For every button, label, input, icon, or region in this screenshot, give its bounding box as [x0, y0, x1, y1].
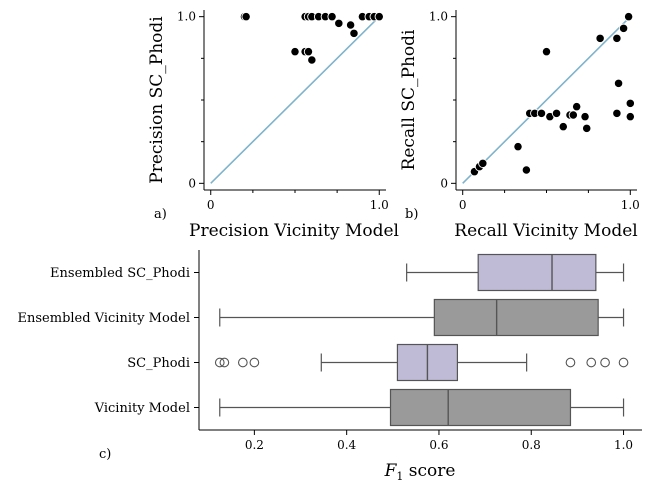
- c-category-label: Ensembled Vicinity Model: [18, 311, 190, 326]
- b-point: [558, 122, 568, 132]
- panel-a-label: a): [154, 207, 167, 222]
- a-point: [303, 47, 314, 57]
- panel-b-ylabel: Recall SC_Phodi: [399, 29, 419, 170]
- c-box-group: [219, 388, 625, 427]
- panel-b-label: b): [405, 207, 418, 222]
- b-point: [625, 112, 635, 122]
- b-point: [536, 108, 547, 118]
- c-flier: [600, 357, 610, 368]
- panel-b-scatter: 0 1.0 0 1.0 Recall Vicinity Model Recall SC…: [399, 10, 640, 241]
- c-category-label: Vicinity Model: [94, 401, 190, 416]
- c-box-group: [219, 298, 625, 337]
- panel-c-axes: 0.2 0.4 0.6 0.8 1.0 Ensembled SC_Phodi Ensembl…: [18, 250, 642, 452]
- c-flier: [249, 357, 260, 368]
- b-point: [612, 108, 622, 118]
- panel-c-xlabel-sub: 1: [396, 470, 403, 483]
- c-flier: [618, 357, 629, 368]
- a-point: [290, 47, 300, 57]
- panel-a-axes: 0 1.0 0 1.0: [177, 10, 389, 212]
- b-x-tick-label: 0: [459, 198, 467, 212]
- b-x-tick-label: 1.0: [621, 198, 640, 212]
- c-x-tick-label: 0.4: [337, 438, 356, 452]
- panel-c-boxes: [214, 253, 629, 427]
- a-point: [334, 18, 344, 28]
- c-x-tick-label: 1.0: [614, 438, 633, 452]
- c-box: [433, 298, 599, 337]
- c-x-tick-label: 0.6: [429, 438, 448, 452]
- panel-a-diagonal-line: [210, 16, 380, 184]
- b-point: [625, 98, 635, 108]
- b-point: [612, 33, 622, 43]
- c-x-tick-label: 0.2: [245, 438, 264, 452]
- c-flier: [237, 357, 248, 368]
- c-box-group: [214, 343, 629, 382]
- panel-b-diagonal-line: [462, 16, 631, 184]
- b-point: [618, 23, 629, 33]
- panel-b-axes: 0 1.0 0 1.0: [429, 10, 640, 212]
- panel-c-label: c): [99, 447, 111, 462]
- b-point: [580, 112, 590, 122]
- b-point: [551, 108, 562, 118]
- a-point: [241, 12, 251, 22]
- a-point: [374, 12, 384, 22]
- a-point: [349, 28, 359, 38]
- a-x-tick-label: 0: [207, 198, 215, 212]
- c-box: [389, 388, 572, 427]
- b-identity-line: [462, 16, 631, 184]
- panel-a-xlabel: Precision Vicinity Model: [189, 221, 399, 241]
- c-box: [477, 253, 597, 292]
- panel-b-points: [469, 12, 635, 177]
- b-point: [572, 102, 582, 112]
- panel-c-xlabel: F1 score: [384, 461, 456, 483]
- b-point: [582, 123, 592, 133]
- b-point: [613, 78, 624, 88]
- a-y-tick-label: 0: [188, 176, 196, 190]
- a-point: [327, 12, 337, 22]
- c-flier: [586, 357, 597, 368]
- a-point: [345, 20, 356, 30]
- a-x-tick-label: 1.0: [370, 198, 389, 212]
- b-point: [513, 142, 523, 152]
- b-point: [623, 12, 634, 22]
- a-identity-line: [210, 16, 380, 184]
- b-y-tick-label: 0: [440, 176, 448, 190]
- b-y-tick-label: 1.0: [429, 10, 448, 24]
- panel-c-xlabel-main: F: [384, 461, 398, 481]
- a-point: [307, 55, 317, 65]
- c-flier: [565, 357, 576, 368]
- b-point: [521, 165, 532, 175]
- c-box-group: [406, 253, 625, 292]
- a-y-tick-label: 1.0: [177, 10, 196, 24]
- c-flier: [214, 357, 225, 368]
- c-flier: [219, 357, 230, 368]
- c-x-tick-label: 0.8: [522, 438, 541, 452]
- panel-a-scatter: 0 1.0 0 1.0 Precision Vicinity Model Precis…: [147, 10, 399, 241]
- b-point: [568, 110, 578, 120]
- b-point: [478, 158, 488, 168]
- panel-b-xlabel: Recall Vicinity Model: [454, 221, 637, 241]
- panel-c-xlabel-rest: score: [403, 461, 455, 481]
- panel-c-boxplot: 0.2 0.4 0.6 0.8 1.0 Ensembled SC_Phodi Ensembl…: [18, 250, 642, 483]
- panel-a-points: [239, 12, 384, 65]
- b-point: [541, 47, 552, 57]
- panel-a-ylabel: Precision SC_Phodi: [147, 16, 167, 184]
- c-category-label: Ensembled SC_Phodi: [50, 266, 190, 281]
- c-category-label: SC_Phodi: [127, 356, 190, 371]
- b-point: [595, 33, 605, 43]
